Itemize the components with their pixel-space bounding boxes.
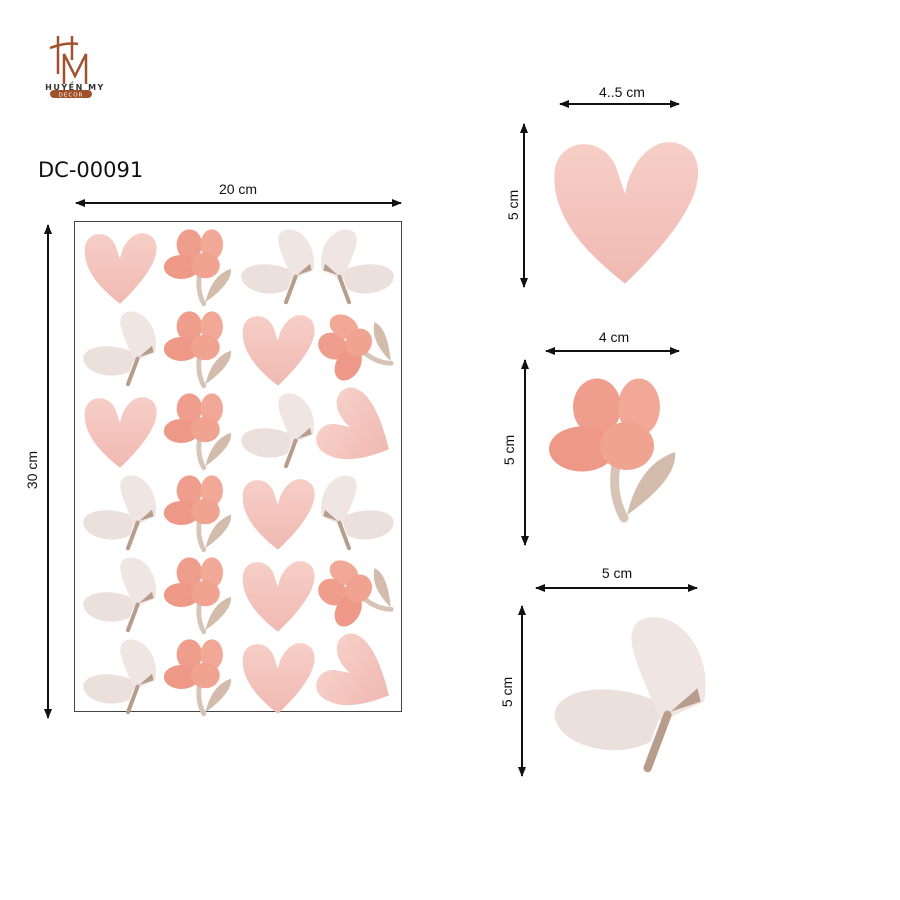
heart-sticker-large	[554, 142, 699, 284]
butterfly-width-label: 5 cm	[602, 565, 632, 581]
brand-tagline: DECOR	[59, 93, 84, 99]
sheet-width-label: 20 cm	[219, 181, 257, 197]
flower-width-label: 4 cm	[599, 329, 629, 345]
butterfly-height-label: 5 cm	[499, 677, 515, 707]
heart-height-label: 5 cm	[505, 190, 521, 220]
sheet-height-label: 30 cm	[24, 451, 40, 489]
heart-width-label: 4..5 cm	[599, 84, 645, 100]
brand-name: HUYỀN MY	[45, 80, 105, 92]
brand-logo: HUYỀN MY DECOR	[45, 36, 105, 99]
butterfly-sticker-large	[555, 617, 706, 768]
monogram-icon	[49, 36, 88, 84]
product-code: DC-00091	[38, 158, 143, 182]
flower-height-label: 5 cm	[501, 435, 517, 465]
flower-sticker-large	[549, 379, 675, 519]
